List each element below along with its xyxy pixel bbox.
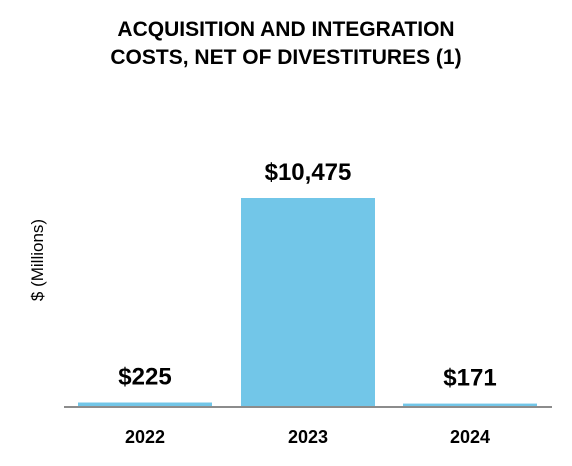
chart-title-line-1: ACQUISITION AND INTEGRATION: [117, 18, 455, 41]
chart-title-line-2: COSTS, NET OF DIVESTITURES (1): [110, 46, 462, 69]
bar-2023: [241, 198, 375, 407]
x-tick-label-2023: 2023: [288, 427, 328, 447]
x-tick-label-2024: 2024: [450, 427, 490, 447]
x-tick-label-2022: 2022: [125, 427, 165, 447]
data-label-2022: $225: [118, 364, 171, 391]
data-label-2023: $10,475: [265, 159, 352, 186]
labels-layer: $225 2022 $10,475 2023 $171 2024: [118, 159, 496, 447]
bars-layer: [78, 198, 537, 407]
bar-2024: [403, 403, 537, 407]
bar-2022: [78, 402, 212, 407]
y-axis-label: $ (Millions): [28, 219, 47, 301]
chart-title: ACQUISITION AND INTEGRATION COSTS, NET O…: [0, 16, 572, 72]
data-label-2024: $171: [443, 365, 496, 392]
